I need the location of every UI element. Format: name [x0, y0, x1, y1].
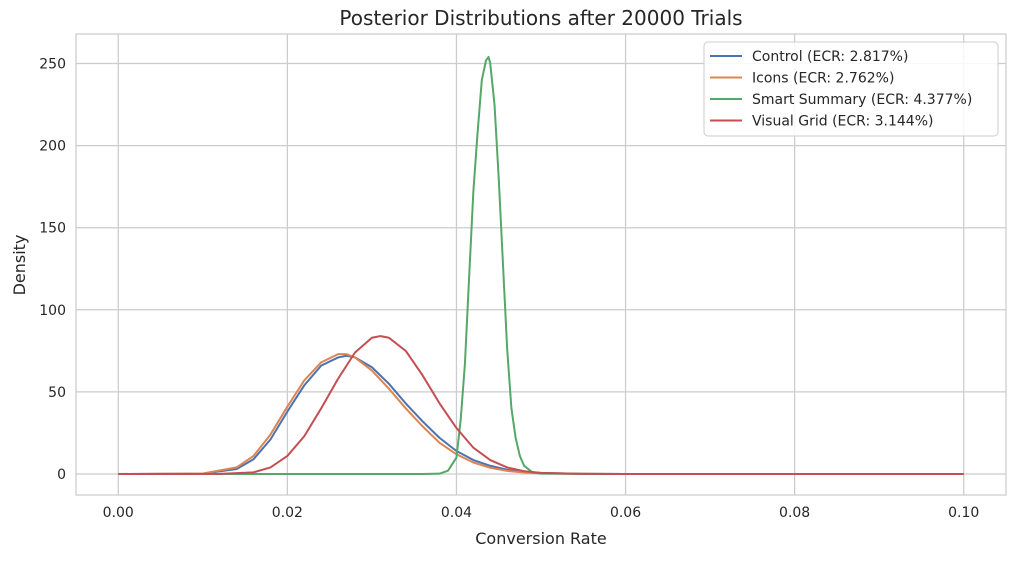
legend-box [703, 41, 999, 137]
y-tick-label: 100 [39, 303, 66, 319]
y-axis-label: Density [10, 235, 29, 296]
y-tick-label: 200 [39, 139, 66, 155]
chart-title: Posterior Distributions after 20000 Tria… [339, 6, 742, 30]
series-line-1 [118, 353, 964, 475]
legend-label: Control (ECR: 2.817%) [752, 49, 908, 65]
series-line-2 [118, 55, 964, 475]
legend: Control (ECR: 2.817%) Icons (ECR: 2.762%)… [703, 41, 999, 137]
x-tick-label: 0.08 [779, 505, 810, 521]
x-tick-label: 0.00 [103, 505, 134, 521]
x-tick-label: 0.02 [272, 505, 303, 521]
legend-label: Icons (ECR: 2.762%) [752, 71, 894, 87]
series-layer [118, 55, 964, 475]
y-tick-label: 150 [39, 221, 66, 237]
series-line-0 [118, 354, 964, 475]
y-tick-label: 50 [48, 385, 66, 401]
y-tick-label: 0 [57, 467, 66, 483]
x-tick-label: 0.04 [441, 505, 472, 521]
y-tick-label: 250 [39, 57, 66, 73]
legend-label: Visual Grid (ECR: 3.144%) [752, 114, 933, 130]
x-tick-label: 0.10 [948, 505, 979, 521]
x-axis-label: Conversion Rate [475, 529, 606, 548]
series-line-3 [118, 335, 964, 475]
legend-label: Smart Summary (ECR: 4.377%) [752, 92, 972, 108]
plot-frame [75, 33, 1007, 496]
x-tick-label: 0.06 [610, 505, 641, 521]
tick-layer: 0.00 0.02 0.04 0.06 0.08 0.10 0 50 100 150 200 250 [39, 57, 979, 521]
